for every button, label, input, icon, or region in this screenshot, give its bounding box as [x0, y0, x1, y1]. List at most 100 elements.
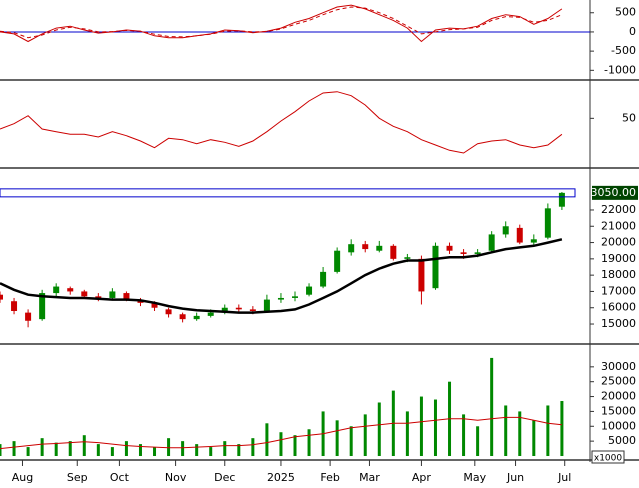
candle-body	[404, 257, 411, 259]
candle-body	[348, 244, 355, 253]
candle-body	[95, 296, 102, 298]
volume-bar	[237, 444, 241, 456]
candle-body	[460, 252, 467, 254]
candle-body	[249, 309, 256, 311]
x-tick-label: Feb	[320, 471, 339, 484]
x-tick-label: Nov	[165, 471, 187, 484]
volume-bar	[532, 420, 536, 456]
candle-body	[362, 244, 369, 250]
candle-body	[81, 291, 88, 297]
x-tick-label: Oct	[110, 471, 130, 484]
volume-bar	[490, 357, 494, 456]
candle-body	[11, 301, 18, 311]
candle-body	[488, 234, 495, 251]
candle-body	[334, 250, 341, 272]
candle-body	[474, 252, 481, 254]
candle-body	[292, 296, 298, 298]
candle-body	[151, 302, 158, 308]
candle-body	[0, 294, 3, 300]
x-tick-label: May	[463, 471, 486, 484]
volume-bar	[153, 447, 157, 456]
candle-body	[277, 297, 284, 300]
candle-body	[376, 245, 383, 251]
candle-body	[502, 226, 509, 235]
candle-body	[320, 271, 327, 287]
candle-body	[306, 286, 313, 295]
volume-bar	[68, 441, 72, 456]
series-line	[0, 4, 563, 43]
volume-bar	[209, 447, 213, 456]
candle-body	[165, 309, 172, 315]
y-tick-label: 17000	[601, 284, 636, 297]
candle-body	[558, 192, 565, 207]
volume-bar	[251, 438, 255, 456]
y-tick-label: -500	[611, 44, 636, 57]
y-tick-label: 5000	[608, 434, 636, 447]
candle-body	[109, 291, 116, 298]
volume-bar	[433, 399, 437, 456]
y-tick-label: 25000	[601, 375, 636, 388]
y-tick-label: 10000	[601, 419, 636, 432]
volume-bar	[363, 414, 367, 456]
candle-body	[123, 293, 130, 300]
volume-bar	[307, 429, 311, 456]
volume-bar	[560, 401, 564, 456]
volume-bar	[419, 396, 423, 456]
y-tick-label: 15000	[601, 404, 636, 417]
y-tick-label: 15000	[601, 317, 636, 330]
volume-average	[0, 416, 562, 450]
volume-bar	[223, 441, 227, 456]
y-tick-label: 20000	[601, 236, 636, 249]
volume-bar	[96, 444, 100, 456]
volume-bar	[279, 432, 283, 456]
volume-bar	[462, 414, 466, 456]
volume-bar	[195, 444, 199, 456]
candle-body	[207, 312, 214, 316]
y-tick-label: 19000	[601, 252, 636, 265]
x-tick-label: 2025	[267, 471, 295, 484]
volume-bar	[82, 435, 86, 456]
candle-body	[179, 314, 186, 320]
candle-body	[193, 315, 200, 320]
volume-bar	[54, 442, 58, 456]
y-tick-label: -1000	[604, 63, 636, 76]
volume-bar	[138, 444, 142, 456]
candle-body	[53, 286, 60, 294]
volume-bar	[476, 426, 480, 456]
x-tick-label: Jun	[506, 471, 524, 484]
volume-bar	[26, 447, 30, 456]
x-tick-label: Mar	[359, 471, 380, 484]
volume-bar	[0, 444, 2, 456]
volume-bar	[167, 438, 171, 456]
x-tick-label: Aug	[12, 471, 33, 484]
last-price-box	[0, 188, 576, 198]
candle-body	[67, 288, 74, 292]
x-tick-label: Apr	[412, 471, 432, 484]
candle-body	[390, 245, 397, 259]
volume-bar	[504, 405, 508, 456]
volume-bar	[405, 411, 409, 456]
volume-bar	[181, 441, 185, 456]
y-tick-label: 22000	[601, 203, 636, 216]
candle-body	[544, 208, 551, 238]
unit-box	[591, 450, 625, 464]
unit-label: x1000	[594, 454, 623, 464]
volume-bar	[265, 423, 269, 456]
volume-bar	[349, 426, 353, 456]
candle-body	[432, 245, 439, 289]
candle-body	[25, 312, 32, 321]
candle-body	[530, 239, 537, 243]
x-tick-label: Sep	[67, 471, 88, 484]
y-tick-label: 16000	[601, 301, 636, 314]
y-tick-label: 0	[629, 25, 636, 38]
volume-bar	[124, 441, 128, 456]
last-price-label: 23050.00	[584, 186, 637, 199]
candle-body	[418, 258, 425, 292]
series-line	[0, 91, 563, 154]
candle-body	[39, 293, 46, 320]
candle-body	[263, 299, 270, 311]
y-tick-label: 20000	[601, 390, 636, 403]
y-tick-label: 21000	[601, 219, 636, 232]
volume-bar	[518, 411, 522, 456]
